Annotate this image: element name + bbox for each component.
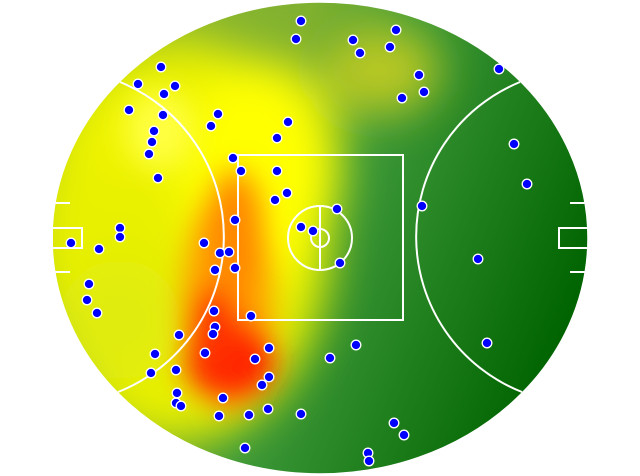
- event-marker-dot: [472, 253, 484, 265]
- event-marker-dot: [295, 15, 307, 27]
- event-marker-dot: [91, 307, 103, 319]
- event-markers: [65, 15, 533, 467]
- event-marker-dot: [350, 339, 362, 351]
- event-marker-dot: [354, 47, 366, 59]
- event-marker-dot: [388, 417, 400, 429]
- event-marker-dot: [263, 342, 275, 354]
- event-marker-dot: [256, 379, 268, 391]
- event-marker-dot: [290, 33, 302, 45]
- event-marker-dot: [243, 409, 255, 421]
- event-marker-dot: [384, 41, 396, 53]
- event-marker-dot: [227, 152, 239, 164]
- event-marker-dot: [205, 120, 217, 132]
- event-marker-dot: [81, 294, 93, 306]
- event-marker-dot: [65, 237, 77, 249]
- event-marker-dot: [324, 352, 336, 364]
- event-marker-dot: [214, 247, 226, 259]
- event-marker-dot: [271, 165, 283, 177]
- event-marker-dot: [169, 80, 181, 92]
- right-goal-square: [558, 227, 590, 249]
- event-marker-dot: [390, 24, 402, 36]
- event-marker-dot: [271, 132, 283, 144]
- event-marker-dot: [114, 231, 126, 243]
- event-marker-dot: [146, 136, 158, 148]
- event-marker-dot: [481, 337, 493, 349]
- event-marker-dot: [347, 34, 359, 46]
- event-marker-dot: [149, 348, 161, 360]
- event-marker-dot: [173, 329, 185, 341]
- event-marker-dot: [114, 222, 126, 234]
- event-marker-dot: [269, 194, 281, 206]
- event-marker-dot: [171, 387, 183, 399]
- event-marker-dot: [416, 200, 428, 212]
- event-marker-dot: [83, 278, 95, 290]
- event-marker-dot: [123, 104, 135, 116]
- event-marker-dot: [158, 88, 170, 100]
- ground-markings: [51, 1, 590, 475]
- event-marker-dot: [199, 347, 211, 359]
- event-marker-dot: [331, 203, 343, 215]
- event-marker-dot: [229, 214, 241, 226]
- event-marker-dot: [157, 109, 169, 121]
- event-marker-dot: [207, 328, 219, 340]
- event-marker-dot: [521, 178, 533, 190]
- event-marker-dot: [239, 442, 251, 454]
- event-marker-dot: [212, 108, 224, 120]
- event-marker-dot: [245, 310, 257, 322]
- event-marker-dot: [132, 78, 144, 90]
- event-marker-dot: [143, 148, 155, 160]
- event-marker-dot: [307, 225, 319, 237]
- event-marker-dot: [170, 364, 182, 376]
- event-marker-dot: [363, 455, 375, 467]
- event-marker-dot: [262, 403, 274, 415]
- event-marker-dot: [413, 69, 425, 81]
- event-marker-dot: [508, 138, 520, 150]
- event-marker-dot: [263, 371, 275, 383]
- event-marker-dot: [493, 63, 505, 75]
- event-marker-dot: [175, 400, 187, 412]
- event-marker-dot: [93, 243, 105, 255]
- event-marker-dot: [295, 221, 307, 233]
- event-marker-dot: [282, 116, 294, 128]
- event-marker-dot: [145, 367, 157, 379]
- event-marker-dot: [209, 264, 221, 276]
- event-marker-dot: [418, 86, 430, 98]
- event-marker-dot: [281, 187, 293, 199]
- event-marker-dot: [213, 410, 225, 422]
- event-marker-dot: [155, 61, 167, 73]
- left-50m-arc: [117, 81, 225, 393]
- event-marker-dot: [334, 257, 346, 269]
- event-marker-dot: [198, 237, 210, 249]
- centre-square: [237, 154, 404, 321]
- event-marker-dot: [223, 246, 235, 258]
- event-marker-dot: [396, 92, 408, 104]
- event-marker-dot: [229, 262, 241, 274]
- event-marker-dot: [152, 172, 164, 184]
- event-marker-dot: [398, 429, 410, 441]
- event-marker-dot: [208, 305, 220, 317]
- event-marker-dot: [235, 165, 247, 177]
- event-marker-dot: [249, 353, 261, 365]
- left-goal-square: [51, 227, 83, 249]
- right-50m-arc: [415, 81, 523, 393]
- event-marker-dot: [148, 125, 160, 137]
- event-marker-dot: [295, 408, 307, 420]
- event-marker-dot: [217, 392, 229, 404]
